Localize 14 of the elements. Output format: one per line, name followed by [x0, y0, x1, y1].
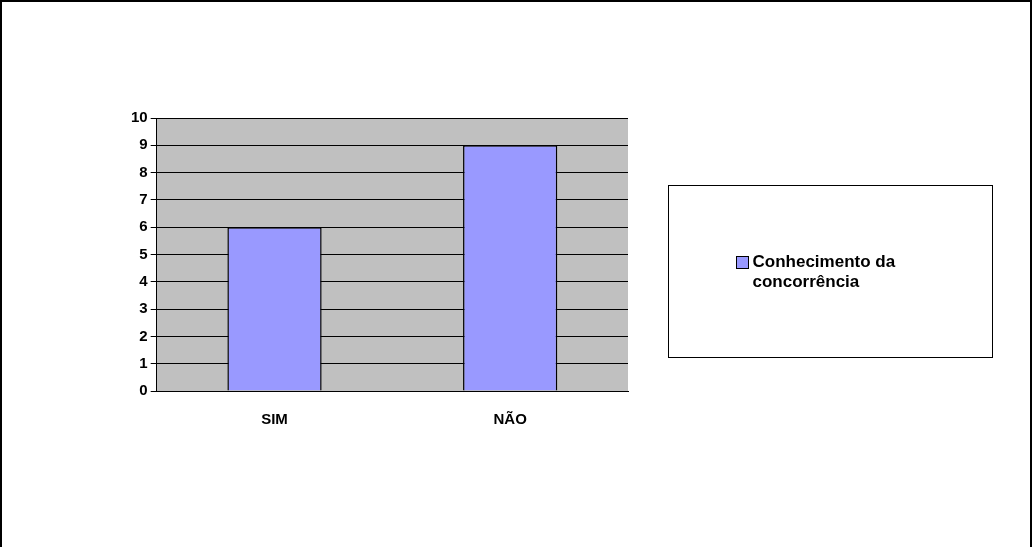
y-tick-label: 0: [139, 381, 148, 399]
y-tick-label: 2: [139, 326, 148, 344]
y-tick-label: 1: [139, 353, 148, 371]
y-tick-label: 8: [139, 162, 148, 180]
y-tick-label: 9: [139, 135, 148, 153]
y-tick-label: 6: [139, 217, 148, 235]
x-tick-label: NÃO: [493, 410, 528, 428]
y-tick-label: 7: [139, 190, 148, 208]
y-tick-label: 4: [139, 271, 149, 289]
y-tick-label: 5: [139, 244, 148, 262]
legend-label: Conhecimento da concorrência: [752, 251, 897, 292]
x-tick-label: SIM: [261, 410, 288, 428]
y-tick-label: 10: [131, 108, 148, 126]
y-tick-label: 3: [139, 299, 148, 317]
